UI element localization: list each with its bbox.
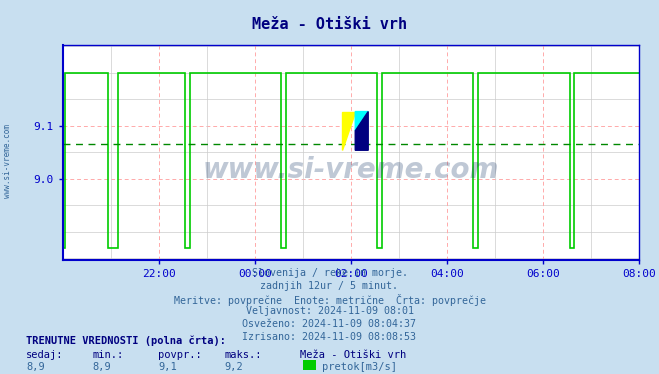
Text: 8,9: 8,9: [92, 362, 111, 371]
Text: TRENUTNE VREDNOSTI (polna črta):: TRENUTNE VREDNOSTI (polna črta):: [26, 335, 226, 346]
Text: povpr.:: povpr.:: [158, 350, 202, 359]
Text: Meža - Otiški vrh: Meža - Otiški vrh: [300, 350, 406, 359]
Text: 9,1: 9,1: [158, 362, 177, 371]
Text: Meža - Otiški vrh: Meža - Otiški vrh: [252, 17, 407, 32]
Text: www.si-vreme.com: www.si-vreme.com: [3, 124, 13, 198]
Text: Veljavnost: 2024-11-09 08:01: Veljavnost: 2024-11-09 08:01: [246, 306, 413, 316]
Text: pretok[m3/s]: pretok[m3/s]: [322, 362, 397, 371]
Text: Osveženo: 2024-11-09 08:04:37: Osveženo: 2024-11-09 08:04:37: [243, 319, 416, 329]
Text: Slovenija / reke in morje.: Slovenija / reke in morje.: [252, 268, 407, 278]
Text: www.si-vreme.com: www.si-vreme.com: [203, 156, 499, 184]
Text: min.:: min.:: [92, 350, 123, 359]
Text: Izrisano: 2024-11-09 08:08:53: Izrisano: 2024-11-09 08:08:53: [243, 332, 416, 342]
Text: 8,9: 8,9: [26, 362, 45, 371]
Polygon shape: [342, 111, 355, 150]
Text: 9,2: 9,2: [224, 362, 243, 371]
Polygon shape: [355, 111, 368, 131]
Text: sedaj:: sedaj:: [26, 350, 64, 359]
Text: Meritve: povprečne  Enote: metrične  Črta: povprečje: Meritve: povprečne Enote: metrične Črta:…: [173, 294, 486, 306]
Text: maks.:: maks.:: [224, 350, 262, 359]
Polygon shape: [355, 111, 368, 150]
Text: zadnjih 12ur / 5 minut.: zadnjih 12ur / 5 minut.: [260, 281, 399, 291]
